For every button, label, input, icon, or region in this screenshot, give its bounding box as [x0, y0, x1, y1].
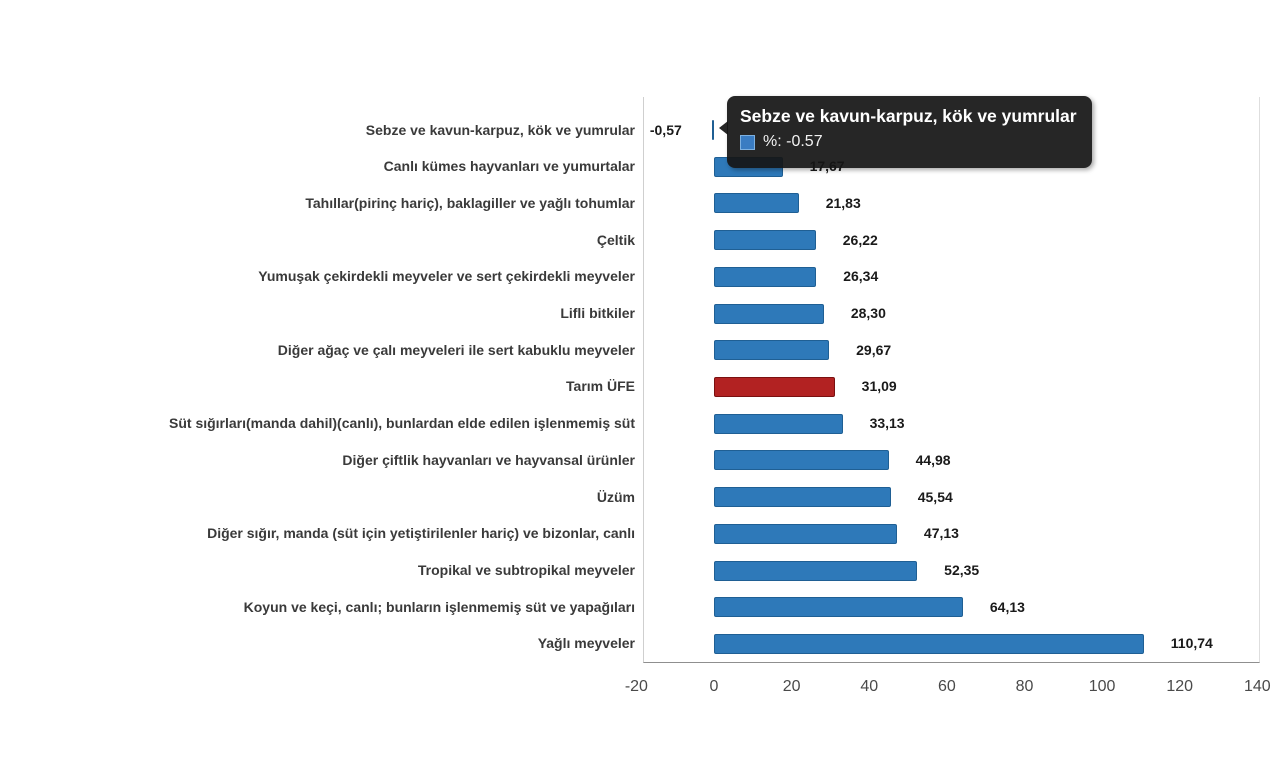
bar[interactable]: [714, 450, 889, 471]
x-axis-tick-label: 140: [1243, 678, 1271, 695]
x-axis-tick-label: -20: [624, 678, 648, 695]
bar[interactable]: [714, 230, 816, 251]
bar[interactable]: [714, 597, 963, 618]
x-axis-tick-label: 120: [1166, 678, 1194, 695]
bar[interactable]: [714, 340, 830, 361]
tooltip-title: Sebze ve kavun-karpuz, kök ve yumrular: [740, 106, 1077, 126]
x-axis-tick-label: 80: [1015, 678, 1034, 695]
category-label: Sebze ve kavun-karpuz, kök ve yumrular: [365, 121, 635, 138]
value-label: 110,74: [1170, 635, 1213, 652]
value-label: 26,22: [842, 231, 878, 248]
value-label: 44,98: [915, 451, 951, 468]
bar[interactable]: [714, 523, 897, 544]
category-label: Lifli bitkiler: [560, 305, 635, 322]
category-label: Diğer ağaç ve çalı meyveleri ile sert ka…: [277, 341, 635, 358]
tooltip: Sebze ve kavun-karpuz, kök ve yumrular %…: [719, 96, 1092, 168]
series-swatch-icon: [740, 134, 755, 150]
category-label: Diğer çiftlik hayvanları ve hayvansal ür…: [342, 451, 635, 468]
category-label: Tropikal ve subtropikal meyveler: [417, 562, 635, 579]
bar[interactable]: [714, 266, 817, 287]
value-label: 64,13: [989, 598, 1025, 615]
value-label: 31,09: [861, 378, 897, 395]
category-label: Tarım ÜFE: [566, 378, 635, 395]
x-axis-tick-label: 20: [782, 678, 801, 695]
value-label: 45,54: [917, 488, 953, 505]
category-label: Canlı kümes hayvanları ve yumurtalar: [383, 158, 635, 175]
x-axis-tick-label: 100: [1088, 678, 1116, 695]
category-label: Yumuşak çekirdekli meyveler ve sert çeki…: [258, 268, 635, 285]
value-label: 29,67: [856, 341, 892, 358]
bar[interactable]: [714, 303, 824, 324]
value-label: 47,13: [923, 525, 959, 542]
bar[interactable]: [714, 193, 799, 214]
category-label: Diğer sığır, manda (süt için yetiştirile…: [207, 525, 635, 542]
value-label: 26,34: [843, 268, 879, 285]
tooltip-value: %: -0.57: [763, 133, 823, 150]
category-label: Tahıllar(pirinç hariç), baklagiller ve y…: [305, 194, 635, 211]
value-label: -0,57: [649, 121, 682, 138]
value-label: 33,13: [869, 415, 905, 432]
category-label: Koyun ve keçi, canlı; bunların işlenmemi…: [243, 598, 635, 615]
x-axis-tick-label: 0: [709, 678, 719, 695]
value-label: 52,35: [944, 562, 980, 579]
category-label: Üzüm: [596, 488, 635, 505]
bar[interactable]: [714, 413, 843, 434]
bar[interactable]: [714, 560, 918, 581]
bar-highlight[interactable]: [714, 376, 835, 397]
category-label: Süt sığırları(manda dahil)(canlı), bunla…: [169, 415, 635, 432]
category-label: Çeltik: [596, 231, 635, 248]
x-axis-tick-label: 60: [937, 678, 956, 695]
value-label: 28,30: [850, 305, 886, 322]
bar[interactable]: [714, 487, 891, 508]
x-axis-tick-label: 40: [860, 678, 879, 695]
bar[interactable]: [714, 633, 1144, 654]
category-label: Yağlı meyveler: [537, 635, 635, 652]
tooltip-value-row: %: -0.57: [740, 133, 1077, 151]
bar[interactable]: [711, 120, 714, 140]
value-label: 21,83: [825, 194, 861, 211]
